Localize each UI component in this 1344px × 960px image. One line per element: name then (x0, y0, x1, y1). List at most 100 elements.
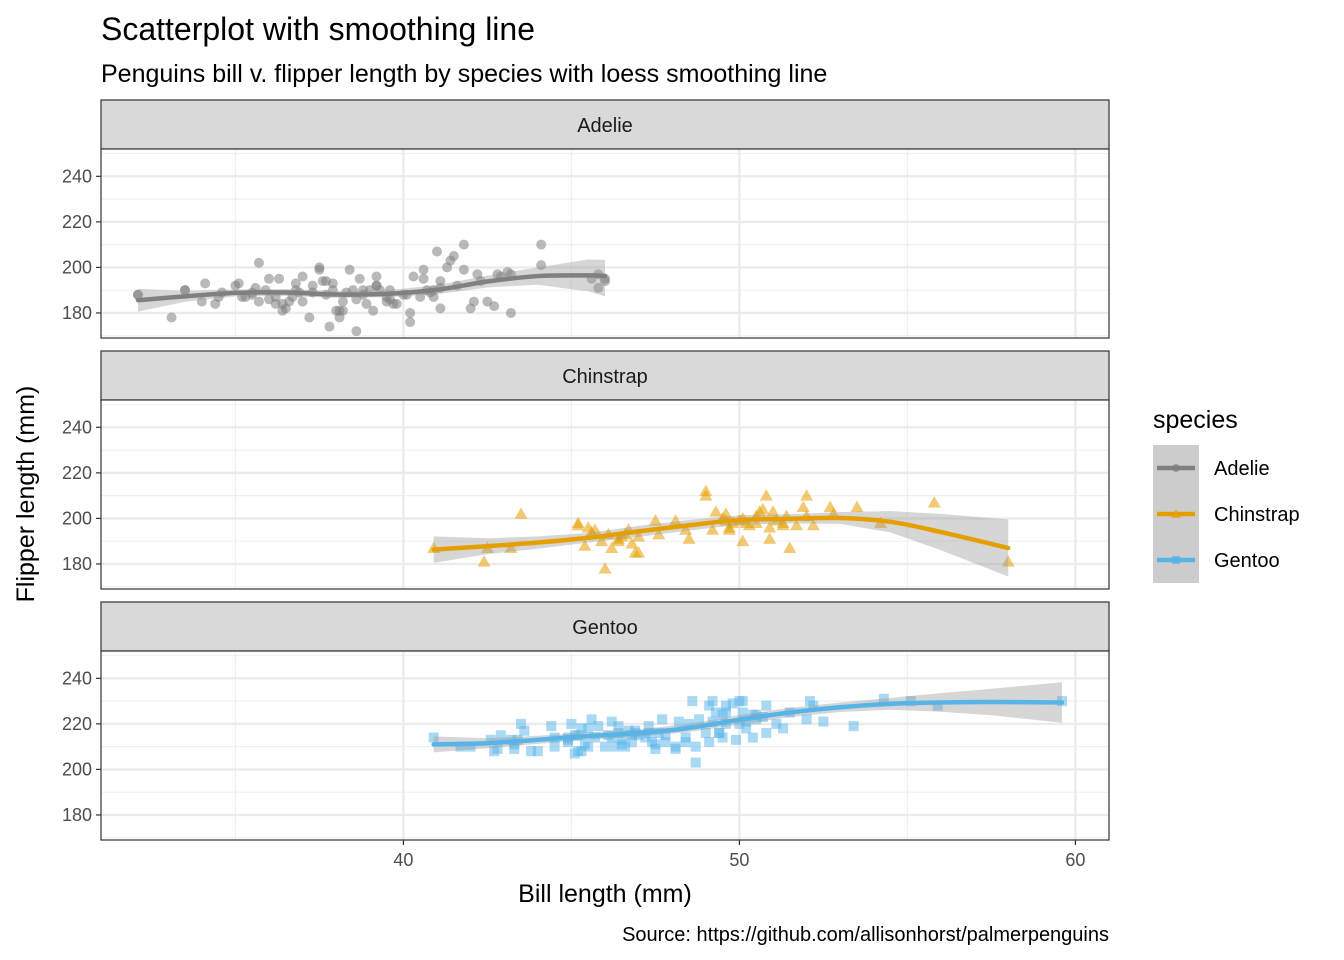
data-point (932, 700, 943, 711)
data-point (253, 257, 264, 268)
data-point (465, 741, 476, 752)
data-point (381, 296, 392, 307)
data-point (650, 743, 661, 754)
data-point (428, 732, 439, 743)
data-point (801, 714, 812, 725)
data-point (611, 532, 625, 544)
data-point (850, 500, 864, 513)
data-point (549, 741, 560, 752)
legend-marker (1172, 464, 1180, 472)
data-point (682, 532, 696, 544)
data-point (354, 273, 365, 284)
facet-strip (100, 350, 1110, 401)
data-point (606, 716, 617, 727)
data-point (505, 307, 516, 318)
data-point (673, 716, 684, 727)
y-tick-label: 180 (62, 805, 92, 825)
data-point (546, 721, 557, 732)
data-point (630, 725, 641, 736)
data-point (368, 305, 379, 316)
data-point (763, 532, 777, 544)
data-point (274, 273, 285, 284)
data-point (660, 737, 671, 748)
legend-label: Adelie (1214, 458, 1270, 480)
data-point (626, 737, 637, 748)
panel-marks (132, 239, 610, 337)
panel-background (101, 149, 1109, 338)
legend-label: Chinstrap (1214, 504, 1300, 526)
data-point (761, 700, 772, 711)
data-point (435, 303, 446, 314)
data-point (731, 734, 742, 745)
data-point (492, 269, 503, 280)
y-tick-label: 240 (62, 668, 92, 688)
legend-marker (1171, 509, 1181, 518)
data-point (778, 723, 789, 734)
y-axis-label: Flipper length (mm) (12, 386, 40, 603)
x-axis-label: Bill length (mm) (518, 880, 692, 908)
x-tick-label: 60 (1065, 850, 1085, 870)
data-point (670, 741, 681, 752)
data-point (485, 734, 496, 745)
y-tick-label: 200 (62, 257, 92, 277)
data-point (536, 239, 547, 250)
data-point (588, 523, 602, 535)
data-point (737, 707, 748, 718)
data-point (432, 246, 442, 257)
data-point (709, 505, 723, 517)
data-point (600, 276, 610, 287)
data-point (719, 507, 733, 519)
facet-strip (100, 601, 1110, 652)
data-point (771, 718, 782, 729)
data-point (304, 312, 315, 323)
y-tick-label: 220 (62, 714, 92, 734)
y-tick-label: 200 (62, 508, 92, 528)
data-point (600, 741, 610, 752)
data-point (606, 732, 617, 743)
data-point (660, 730, 671, 741)
data-point (277, 305, 288, 316)
panel-background (101, 400, 1109, 589)
data-point (180, 285, 190, 296)
data-point (613, 721, 624, 732)
data-point (741, 716, 752, 727)
data-point (741, 723, 752, 734)
data-point (763, 521, 777, 533)
x-tick-label: 40 (393, 850, 413, 870)
data-point (297, 271, 308, 282)
data-point (448, 251, 459, 262)
data-point (418, 264, 429, 275)
chart-subtitle: Penguins bill v. flipper length by speci… (101, 60, 827, 88)
data-point (707, 716, 718, 727)
data-point (684, 718, 694, 729)
data-point (571, 518, 585, 531)
y-tick-label: 200 (62, 759, 92, 779)
data-point (699, 484, 713, 497)
data-point (783, 541, 797, 554)
data-point (648, 514, 662, 526)
data-point (749, 516, 763, 528)
facet-strip-label: Chinstrap (562, 366, 648, 388)
data-point (694, 714, 705, 725)
data-point (761, 727, 772, 738)
data-point (566, 718, 577, 729)
data-point (1001, 555, 1015, 567)
data-point (132, 289, 143, 300)
panel-marks (427, 484, 1015, 577)
data-point (790, 518, 804, 531)
data-point (652, 527, 666, 540)
data-point (337, 296, 348, 307)
data-point (536, 260, 547, 271)
y-tick-label: 180 (62, 303, 92, 323)
data-point (687, 696, 698, 707)
data-point (290, 278, 301, 289)
data-point (806, 518, 820, 531)
data-point (458, 264, 469, 275)
data-point (657, 714, 668, 725)
smoothing-line (431, 699, 1065, 747)
legend-item-chinstrap: Chinstrap (1153, 491, 1300, 537)
data-point (321, 276, 332, 287)
data-point (458, 239, 469, 250)
data-point (573, 746, 584, 757)
